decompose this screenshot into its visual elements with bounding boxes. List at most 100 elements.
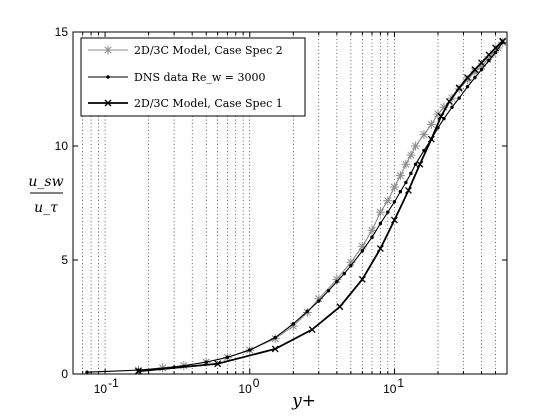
y-axis-label: u_sw u_τ xyxy=(28,174,63,216)
data-point xyxy=(332,274,342,284)
data-point xyxy=(404,187,412,194)
marker-stroke xyxy=(376,245,384,253)
y-tick-label: 10 xyxy=(55,139,69,153)
marker-stroke xyxy=(271,345,279,353)
data-point xyxy=(349,264,353,268)
data-point xyxy=(383,196,393,206)
marker-stroke xyxy=(404,187,412,194)
legend-entry: 2D/3C Model, Case Spec 1 xyxy=(88,97,283,110)
legend: 2D/3C Model, Case Spec 2 DNS data Re_w = … xyxy=(80,37,306,117)
data-point xyxy=(291,322,296,326)
legend-label: 2D/3C Model, Case Spec 1 xyxy=(134,97,283,110)
data-point xyxy=(499,37,507,45)
data-point xyxy=(104,99,112,107)
data-point xyxy=(85,370,89,374)
data-point xyxy=(271,345,279,353)
data-point xyxy=(370,235,374,239)
data-point xyxy=(342,271,346,276)
legend-label: DNS data Re_w = 3000 xyxy=(134,71,265,84)
data-point xyxy=(478,59,485,67)
marker-stroke xyxy=(358,242,366,250)
x-tick-base: 10 xyxy=(94,382,108,396)
data-point xyxy=(367,225,377,235)
marker-stroke xyxy=(214,360,222,368)
data-point xyxy=(404,180,408,185)
data-point xyxy=(378,221,383,226)
data-point xyxy=(492,44,500,52)
plot-frame xyxy=(72,31,508,375)
series xyxy=(134,37,507,375)
marker-stroke xyxy=(384,197,392,205)
marker-stroke xyxy=(437,112,445,120)
data-point xyxy=(398,189,403,194)
x-tick-label: 10 0 xyxy=(238,376,259,396)
marker-stroke xyxy=(104,99,112,107)
marker-stroke xyxy=(477,62,486,70)
marker-stroke xyxy=(315,295,323,303)
data-point xyxy=(389,182,399,192)
data-point xyxy=(308,326,316,333)
marker-stroke xyxy=(427,120,436,128)
x-tick-exponent: -1 xyxy=(108,376,119,390)
data-point xyxy=(437,112,445,120)
data-point xyxy=(485,51,493,59)
data-point xyxy=(479,67,484,72)
marker-stroke xyxy=(104,46,112,54)
svg-text:u_τ: u_τ xyxy=(34,200,58,216)
data-point xyxy=(248,348,252,352)
marker-stroke xyxy=(464,74,471,82)
marker-stroke xyxy=(492,44,500,52)
marker-stroke xyxy=(368,226,376,235)
x-tick-label: 10 1 xyxy=(383,376,404,396)
data-point xyxy=(204,360,208,364)
data-point xyxy=(376,245,384,253)
data-point xyxy=(395,171,405,181)
svg-text:y+: y+ xyxy=(291,391,316,411)
marker-stroke xyxy=(396,171,405,180)
legend-entry: 2D/3C Model, Case Spec 2 xyxy=(88,44,283,57)
data-point xyxy=(406,150,416,160)
data-point xyxy=(409,171,413,176)
x-tick-base: 10 xyxy=(238,382,252,396)
data-point xyxy=(426,119,436,129)
legend-entry: DNS data Re_w = 3000 xyxy=(88,71,265,84)
x-tick-exponent: 0 xyxy=(253,376,260,390)
data-point xyxy=(214,360,222,368)
x-tick-label: 10 -1 xyxy=(94,376,119,396)
marker-stroke xyxy=(445,98,453,105)
svg-text:u_sw: u_sw xyxy=(28,174,63,190)
data-point xyxy=(305,309,310,313)
data-point xyxy=(335,279,339,284)
marker-stroke xyxy=(471,68,479,76)
marker-stroke xyxy=(407,151,415,159)
x-tick-base: 10 xyxy=(383,382,397,396)
marker-stroke xyxy=(455,84,463,92)
data-point xyxy=(455,84,463,92)
data-point xyxy=(375,207,385,217)
data-point xyxy=(413,162,418,166)
data-point xyxy=(358,275,366,283)
data-point xyxy=(103,45,113,55)
marker-stroke xyxy=(134,367,142,375)
data-point xyxy=(317,299,321,303)
data-point xyxy=(419,130,429,140)
y-tick-label: 15 xyxy=(55,25,69,39)
marker-stroke xyxy=(427,135,435,143)
marker-stroke xyxy=(440,103,448,111)
data-point xyxy=(134,367,142,375)
marker-stroke xyxy=(376,208,385,216)
plot-series xyxy=(85,37,508,375)
marker-stroke xyxy=(390,183,399,191)
data-point xyxy=(411,141,421,151)
data-point xyxy=(336,303,344,311)
marker-stroke xyxy=(402,160,410,168)
legend-label: 2D/3C Model, Case Spec 2 xyxy=(134,44,283,57)
marker-stroke xyxy=(471,66,479,74)
marker-stroke xyxy=(420,130,428,139)
marker-stroke xyxy=(478,59,485,67)
marker-stroke xyxy=(499,37,507,45)
data-point xyxy=(471,66,479,74)
x-axis-label: y+ xyxy=(291,391,316,411)
